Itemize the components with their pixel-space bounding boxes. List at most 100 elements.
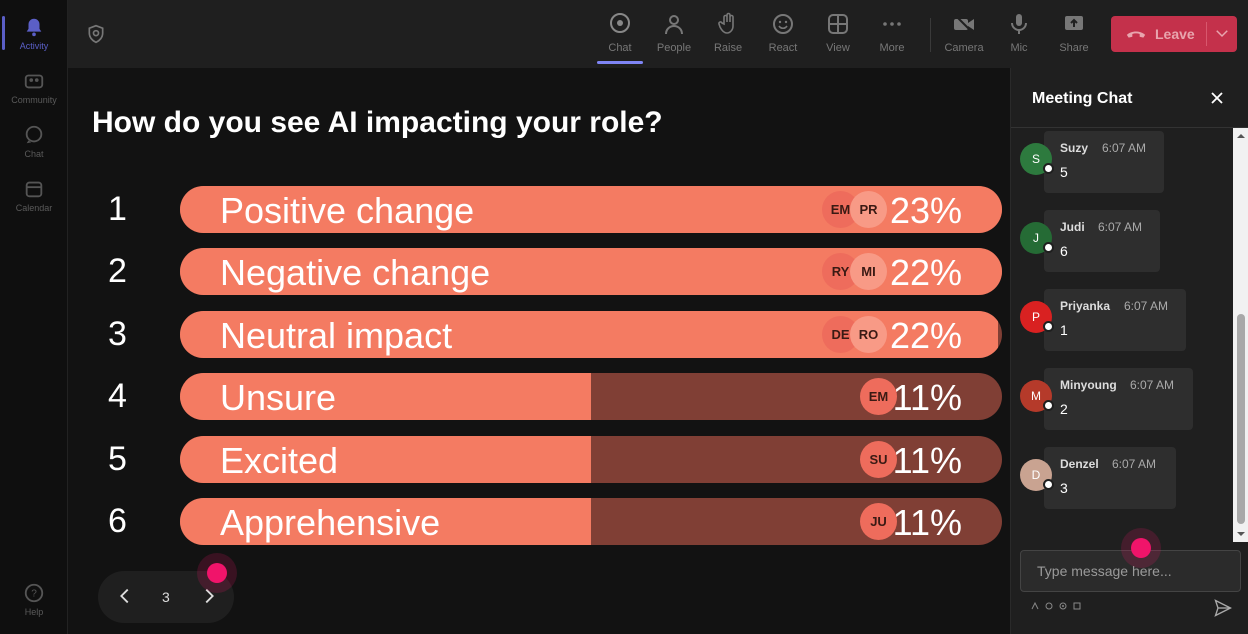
- leave-button[interactable]: Leave: [1111, 16, 1237, 52]
- rail-item-calendar[interactable]: Calendar: [0, 170, 68, 220]
- poll-result-bar: Neutral impact 22% DE RO: [180, 311, 1002, 358]
- voter-avatar: EM: [860, 378, 897, 415]
- rail-item-chat[interactable]: Chat: [0, 116, 68, 166]
- chat-message-input[interactable]: [1021, 551, 1240, 591]
- presence-status-icon: [1043, 400, 1054, 411]
- rail-item-community[interactable]: Community: [0, 62, 68, 112]
- poll-option-label: Apprehensive: [220, 502, 441, 543]
- message-time: 6:07 AM: [1130, 378, 1175, 392]
- toolbar-separator: [930, 18, 931, 52]
- shield-icon[interactable]: [86, 24, 106, 44]
- message-bubble: Suzy 6:07 AM 5: [1044, 131, 1164, 193]
- voter-avatar: SU: [860, 441, 897, 478]
- rail-label: Help: [24, 606, 44, 617]
- toolbar-view-button[interactable]: View: [813, 10, 863, 60]
- poll-option-label: Neutral impact: [220, 315, 453, 356]
- voter-avatar: RO: [850, 316, 887, 353]
- poll-option-percent: 22%: [889, 315, 962, 356]
- toolbar-chat-button[interactable]: Chat: [595, 10, 645, 64]
- format-icon[interactable]: [1031, 602, 1039, 610]
- attach-icon[interactable]: [1045, 602, 1053, 610]
- poll-result-bar: Excited 11% SU: [180, 436, 1002, 483]
- chat-icon: [25, 125, 43, 143]
- voter-avatar: PR: [850, 191, 887, 228]
- toolbar-label: View: [826, 42, 850, 54]
- poll-result-bar: Positive change 23% EM PR: [180, 186, 1002, 233]
- toolbar-label: Camera: [944, 42, 984, 54]
- avatar[interactable]: D: [1020, 459, 1052, 491]
- toolbar-label: Share: [1059, 42, 1089, 54]
- rail-item-activity[interactable]: Activity: [0, 8, 68, 58]
- chat-scrollbar[interactable]: [1233, 128, 1248, 542]
- hand-icon: [718, 12, 734, 34]
- chat-icon: [610, 13, 630, 33]
- message-text: 1: [1060, 322, 1068, 338]
- chat-divider: [1011, 127, 1248, 128]
- mic-icon: [1011, 14, 1027, 34]
- message-text: 3: [1060, 480, 1068, 496]
- toolbar-mic-button[interactable]: Mic: [994, 10, 1044, 60]
- bell-icon: [26, 18, 42, 36]
- poll-result-fill: [180, 436, 591, 483]
- poll-option-row: 5 Excited 11% SU: [68, 436, 1010, 483]
- toolbar-more-button[interactable]: More: [867, 10, 917, 60]
- poll-option-number: 6: [108, 502, 127, 540]
- toolbar-raise-button[interactable]: Raise: [703, 10, 753, 60]
- message-time: 6:07 AM: [1098, 220, 1143, 234]
- chevron-left-icon[interactable]: [114, 585, 136, 607]
- chat-compose-box[interactable]: [1020, 550, 1241, 592]
- toolbar-people-button[interactable]: People: [649, 10, 699, 60]
- toolbar-camera-button[interactable]: Camera: [939, 10, 989, 60]
- poll-option-percent: 11%: [892, 440, 962, 481]
- chevron-right-icon[interactable]: [198, 585, 220, 607]
- message-bubble: Judi 6:07 AM 6: [1044, 210, 1160, 272]
- message-text: 2: [1060, 401, 1068, 417]
- poll-option-label: Unsure: [220, 377, 337, 418]
- gif-icon[interactable]: [1073, 602, 1081, 610]
- send-icon[interactable]: [1213, 598, 1233, 618]
- more-dots-icon: [883, 22, 901, 26]
- poll-option-percent: 22%: [889, 252, 962, 293]
- poll-result-bar: Unsure 11% EM: [180, 373, 1002, 420]
- close-icon[interactable]: [1209, 90, 1225, 106]
- poll-option-number: 2: [108, 252, 127, 290]
- message-text: 6: [1060, 243, 1068, 259]
- message-text: 5: [1060, 164, 1068, 180]
- pointer-highlight: [1131, 538, 1151, 558]
- toolbar-label: Raise: [713, 42, 743, 54]
- help-icon: ?: [24, 583, 44, 602]
- calendar-icon: [25, 181, 43, 197]
- message-sender: Priyanka: [1060, 299, 1111, 313]
- poll-result-fill: [180, 498, 591, 545]
- leave-divider: [1206, 22, 1207, 46]
- toolbar-share-button[interactable]: Share: [1049, 10, 1099, 60]
- poll-option-number: 3: [108, 315, 127, 353]
- message-sender: Judi: [1060, 220, 1085, 234]
- voter-avatar: JU: [860, 503, 897, 540]
- chat-title: Meeting Chat: [1032, 90, 1133, 107]
- phone-hangup-icon: [1126, 31, 1146, 38]
- message-sender: Minyoung: [1060, 378, 1117, 392]
- message-bubble: Priyanka 6:07 AM 1: [1044, 289, 1186, 351]
- pointer-highlight: [207, 563, 227, 583]
- poll-option-number: 1: [108, 190, 127, 228]
- emoji-icon[interactable]: [1059, 602, 1067, 610]
- rail-label: Activity: [19, 40, 49, 51]
- poll-question: How do you see AI impacting your role?: [92, 106, 663, 139]
- voter-avatar: MI: [850, 253, 887, 290]
- compose-toolbar: [1031, 602, 1081, 610]
- scroll-thumb[interactable]: [1237, 314, 1245, 524]
- rail-item-help[interactable]: ? Help: [0, 574, 68, 624]
- toolbar-react-button[interactable]: React: [758, 10, 808, 60]
- scroll-down-icon[interactable]: [1237, 530, 1245, 538]
- chevron-down-icon[interactable]: [1213, 24, 1231, 42]
- scroll-up-icon[interactable]: [1237, 132, 1245, 140]
- rail-label: Chat: [24, 148, 44, 159]
- presence-status-icon: [1043, 163, 1054, 174]
- message-bubble: Denzel 6:07 AM 3: [1044, 447, 1176, 509]
- poll-option-row: 1 Positive change 23% EM PR: [68, 186, 1010, 233]
- poll-option-percent: 11%: [892, 377, 962, 418]
- message-time: 6:07 AM: [1112, 457, 1157, 471]
- toolbar-label: Mic: [1010, 42, 1028, 54]
- message-bubble: Minyoung 6:07 AM 2: [1044, 368, 1193, 430]
